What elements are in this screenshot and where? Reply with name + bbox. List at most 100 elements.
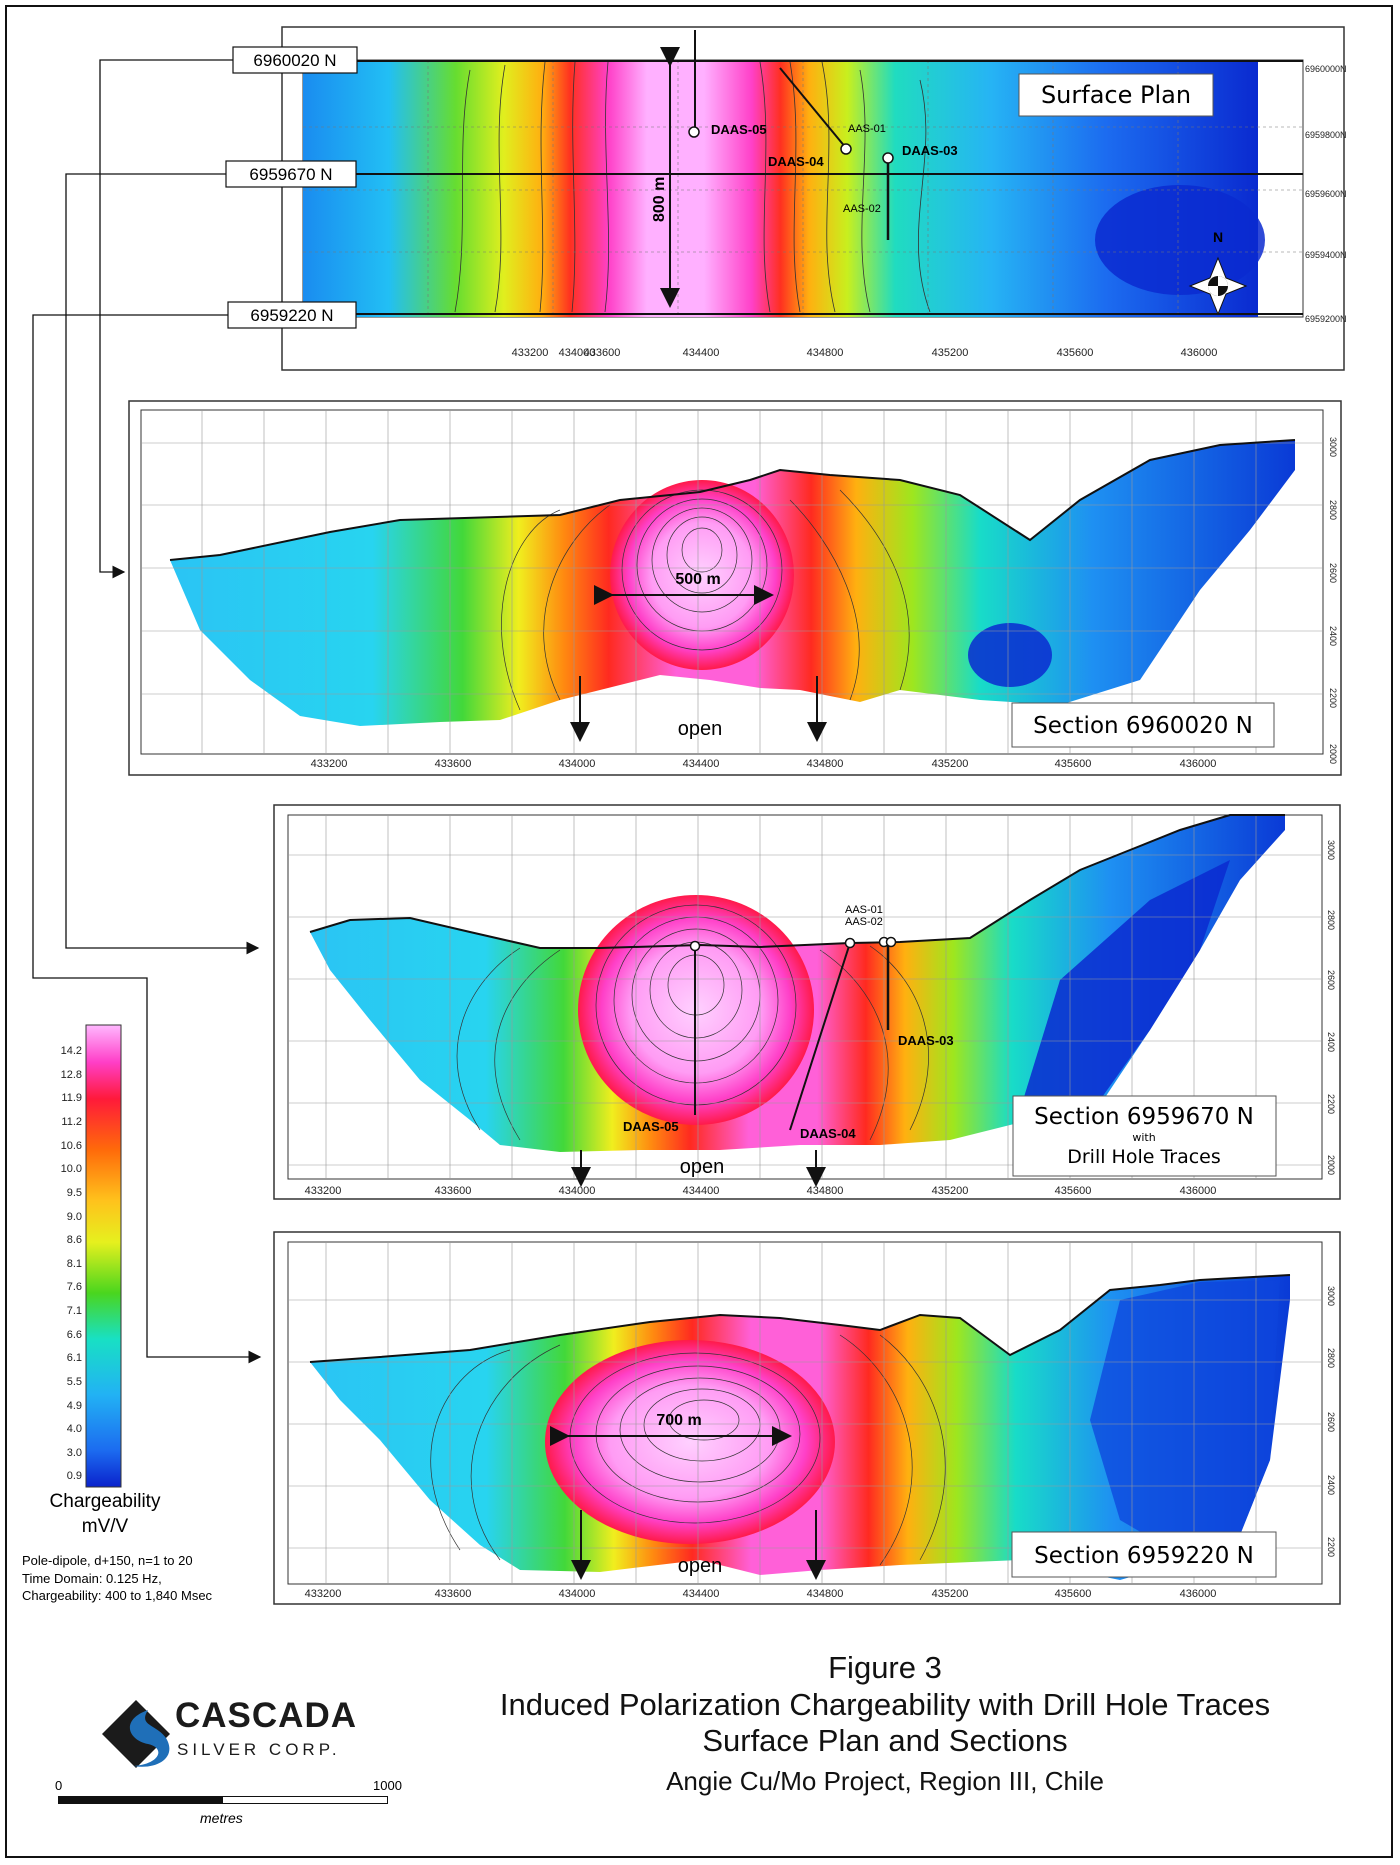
section3-700m-label: 700 m — [656, 1412, 701, 1429]
section2-easting-tick: 435600 — [1055, 1185, 1092, 1197]
legend-note: Time Domain: 0.125 Hz, — [22, 1570, 162, 1586]
plan-easting-tick: 436000 — [1181, 347, 1218, 359]
section2-easting-tick: 436000 — [1180, 1185, 1217, 1197]
scale-start-label: 0 — [55, 1778, 63, 1793]
plan-x-axis: 433200 433600 434000 434400 434800 43520… — [512, 347, 1218, 359]
logo-subtitle: SILVER CORP. — [177, 1740, 341, 1759]
section1-title: Section 6960020 N — [1033, 713, 1253, 739]
section3-plot-area — [287, 1241, 1323, 1585]
scale-bar-black-segment — [59, 1797, 223, 1803]
section3-easting-tick: 434800 — [807, 1588, 844, 1600]
plan-daas05-collar — [688, 126, 700, 138]
section3-title: Section 6959220 N — [1034, 1543, 1254, 1569]
section1-elev-tick: 3000 — [1328, 437, 1338, 457]
northing-label-6959220: 6959220 N — [250, 306, 333, 325]
section1-high-core — [610, 480, 794, 670]
plan-easting-tick: 435600 — [1057, 347, 1094, 359]
legend-color-bar — [85, 1024, 122, 1488]
section2-title: Section 6959670 N — [1034, 1104, 1254, 1130]
section2-easting-tick: 435200 — [932, 1185, 969, 1197]
section2-daas04-trace — [789, 942, 851, 1131]
scale-end-label: 1000 — [373, 1778, 402, 1793]
figure-subtitle: Surface Plan and Sections — [702, 1723, 1068, 1759]
legend-value: 10.0 — [61, 1163, 82, 1175]
plan-daas03-label: DAAS-03 — [902, 143, 958, 158]
figure-title: Induced Polarization Chargeability with … — [499, 1686, 1271, 1722]
legend-value: 5.5 — [67, 1376, 82, 1388]
section1-easting-tick: 434400 — [683, 758, 720, 770]
section1-easting-tick: 435600 — [1055, 758, 1092, 770]
north-arrow-icon — [1188, 256, 1248, 316]
legend-value: 4.9 — [67, 1400, 82, 1412]
section3-grid — [288, 1242, 1322, 1584]
section2-title-with: with — [1132, 1131, 1155, 1144]
legend-value: 10.6 — [61, 1140, 82, 1152]
section2-easting-tick: 433600 — [435, 1185, 472, 1197]
plan-northing-tick: 6959400N — [1305, 250, 1347, 260]
section2-daas04-collar — [844, 937, 856, 949]
section2-daas05-collar — [689, 940, 701, 952]
section3-easting-tick: 436000 — [1180, 1588, 1217, 1600]
section1-x-axis: 433200 433600 434000 434400 434800 43520… — [311, 758, 1217, 770]
section2-aas-collar — [885, 936, 897, 948]
section1-easting-tick: 436000 — [1180, 758, 1217, 770]
section2-easting-tick: 434000 — [559, 1185, 596, 1197]
figure-frame — [5, 5, 1393, 1858]
section1-grid — [141, 410, 1323, 754]
section2-plot-area — [287, 814, 1323, 1180]
plan-daas03-collar — [882, 152, 894, 164]
figure-title-block: Figure 3 Induced Polarization Chargeabil… — [420, 1650, 1350, 1796]
plan-northing-tick: 6959600N — [1305, 189, 1347, 199]
scale-unit-label: metres — [200, 1810, 243, 1826]
surface-plan-title: Surface Plan — [1041, 81, 1191, 109]
section1-easting-tick: 433200 — [311, 758, 348, 770]
legend-note: Pole-dipole, d+150, n=1 to 20 — [22, 1553, 193, 1568]
legend-title-line1: Chargeability — [49, 1491, 161, 1512]
plan-northing-tick: 6959200N — [1305, 314, 1347, 324]
section1-elev-tick: 2000 — [1328, 744, 1338, 764]
legend-value: 7.1 — [67, 1305, 82, 1317]
company-logo: CASCADA SILVER CORP. — [95, 1690, 365, 1790]
plan-daas04-trace — [779, 67, 847, 149]
northing-label-6960020: 6960020 N — [253, 51, 336, 70]
section-6959670: DAAS-05 DAAS-04 DAAS-03 AAS-01 AAS-02 op… — [273, 804, 1341, 1200]
section-6959220: 700 m open Section 6959220 N 3000 2800 2… — [273, 1231, 1341, 1605]
section3-easting-tick: 435600 — [1055, 1588, 1092, 1600]
plan-easting-tick: 434800 — [807, 347, 844, 359]
plan-easting-tick: 433200 — [512, 347, 549, 359]
legend-value: 0.9 — [67, 1470, 82, 1482]
section2-elev-tick: 2600 — [1326, 970, 1336, 990]
plan-northing-tick: 6960000N — [1305, 64, 1347, 74]
legend-value: 11.9 — [61, 1092, 82, 1104]
legend-value: 6.6 — [67, 1329, 82, 1341]
section2-x-axis: 433200 433600 434000 434400 434800 43520… — [305, 1185, 1217, 1197]
section2-daas05-label: DAAS-05 — [623, 1119, 679, 1134]
legend-value: 9.0 — [67, 1211, 82, 1223]
legend-notes: Pole-dipole, d+150, n=1 to 20 Time Domai… — [22, 1552, 212, 1605]
section2-open-label: open — [680, 1156, 725, 1178]
section2-elev-tick: 2800 — [1326, 910, 1336, 930]
legend-value: 7.6 — [67, 1281, 82, 1293]
legend-value: 3.0 — [67, 1447, 82, 1459]
plan-easting-tick: 434400 — [683, 347, 720, 359]
section2-daas03-label: DAAS-03 — [898, 1033, 954, 1048]
section-6960020: 500 m open Section 6960020 N 3000 2800 2… — [128, 400, 1342, 776]
legend-value: 4.0 — [67, 1423, 82, 1435]
section1-elev-tick: 2200 — [1328, 688, 1338, 708]
legend-value: 14.2 — [61, 1045, 82, 1057]
section1-topography — [169, 439, 1296, 561]
scale-bar: 0 1000 metres — [55, 1778, 405, 1838]
legend-value: 6.1 — [67, 1352, 82, 1364]
surface-plan: 6960020 N 6959670 N 6959220 N Surface Pl… — [225, 26, 1347, 371]
section3-easting-tick: 434400 — [683, 1588, 720, 1600]
legend-value: 12.8 — [61, 1069, 82, 1081]
section2-low-anomaly — [1020, 860, 1230, 1110]
section1-title-box — [1011, 702, 1275, 748]
plan-800m-label: 800 m — [651, 177, 668, 222]
surface-plan-title-box — [1018, 73, 1214, 117]
plan-easting-tick: 435200 — [932, 347, 969, 359]
logo-name: CASCADA — [175, 1696, 357, 1735]
section2-elev-tick: 2000 — [1326, 1155, 1336, 1175]
section1-easting-tick: 434000 — [559, 758, 596, 770]
section3-elev-axis: 3000 2800 2600 2400 2200 — [1326, 1286, 1336, 1557]
